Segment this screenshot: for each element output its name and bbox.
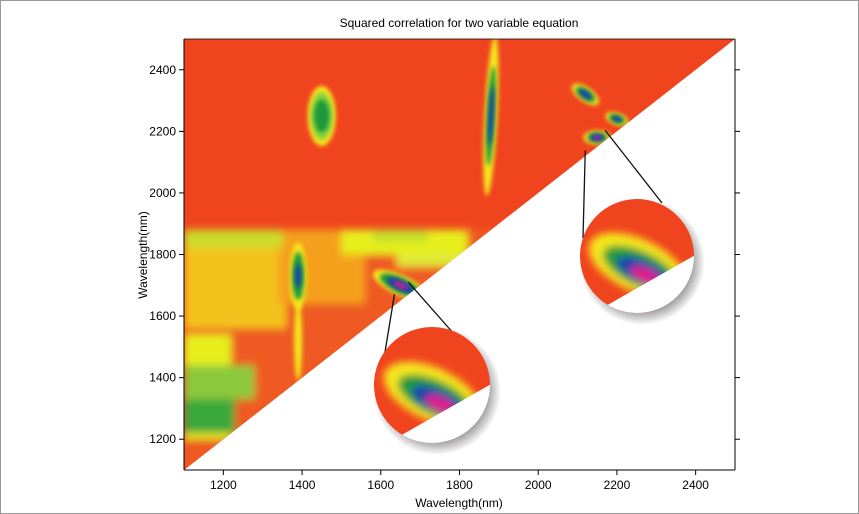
spot-2200-2240 [605,112,629,127]
y-tick-label-2200: 2200 [149,124,176,138]
x-tick-label-2200: 2200 [604,478,631,492]
x-tick-label-2400: 2400 [682,478,709,492]
zoom-inset-2150-connector-1 [582,150,586,239]
y-axis-label: Wavelength(nm) [136,211,150,299]
streak-1390 [294,300,303,381]
spot-2150-2180 [583,130,612,145]
x-ticks: 1200 1400 1600 1800 2000 2200 2400 [210,470,709,492]
y-tick-label-1800: 1800 [149,248,176,262]
x-tick-label-1600: 1600 [367,478,394,492]
band-yellow-top-left [184,229,283,249]
x-tick-label-1400: 1400 [289,478,316,492]
zoom-inset-2150-connector-2 [604,130,663,204]
x-axis-label: Wavelength(nm) [415,496,503,510]
ridge-1880-2250 [483,39,499,196]
band-greenish-top [372,229,429,243]
zoom-inset-2150 [579,199,705,325]
spot-1390-1730 [289,242,307,310]
spot-2120-2320 [571,83,600,106]
zoom-inset-1700 [373,327,501,455]
x-tick-label-1800: 1800 [446,478,473,492]
band-yellow-strip [396,254,484,267]
axes: 1200 1400 1600 1800 2000 2200 2400 1200 1400 1600… [149,38,740,492]
y-tick-label-1200: 1200 [149,432,176,446]
x-tick-label-2000: 2000 [525,478,552,492]
chart-title: Squared correlation for two variable equ… [340,16,579,30]
x-tick-label-1200: 1200 [210,478,237,492]
spot-1450-2250 [307,85,336,146]
y-tick-label-1400: 1400 [149,371,176,385]
y-tick-label-2000: 2000 [149,186,176,200]
zoom-inset-1700-connector-1 [384,294,396,353]
zoom-insets [373,199,705,455]
y-tick-label-2400: 2400 [149,63,176,77]
band-yellow-left [184,232,287,329]
y-tick-label-1600: 1600 [149,309,176,323]
band-green-left-1 [184,365,255,400]
y-ticks: 1200 1400 1600 1800 2000 2200 2400 [149,63,740,446]
band-green-left-2 [184,399,236,434]
